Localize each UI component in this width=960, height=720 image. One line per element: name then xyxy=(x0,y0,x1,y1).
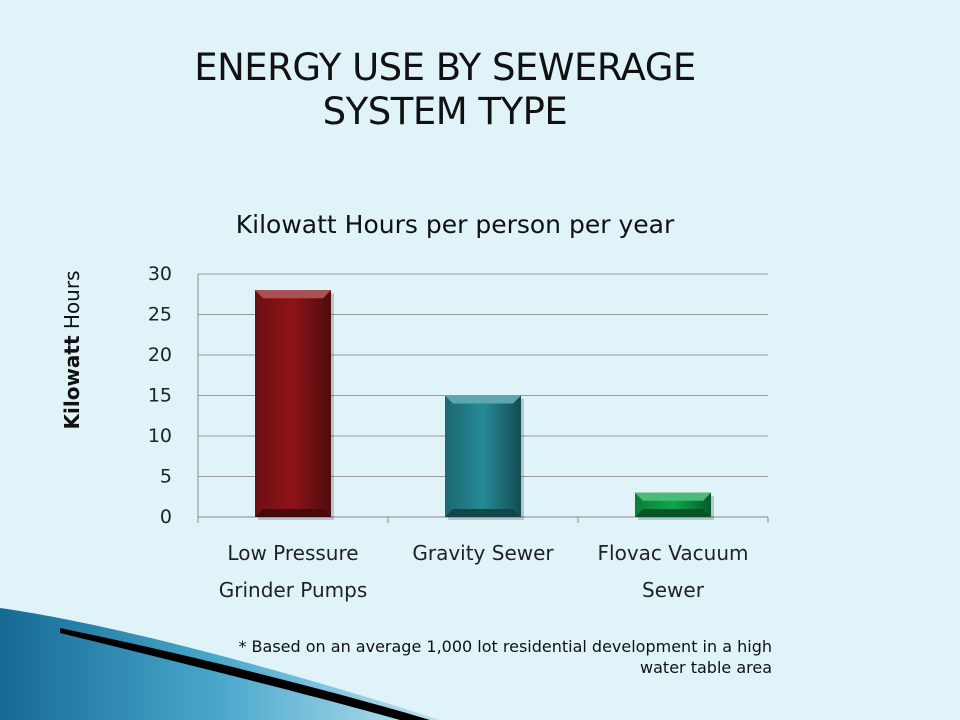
category-label-1-line-0: Gravity Sewer xyxy=(412,541,554,565)
y-tick-label-30: 30 xyxy=(148,263,172,285)
chart-title: Kilowatt Hours per person per year xyxy=(235,210,675,239)
footnote: * Based on an average 1,000 lot resident… xyxy=(160,636,772,678)
footnote-line-1: * Based on an average 1,000 lot resident… xyxy=(238,637,772,656)
footnote-line-2: water table area xyxy=(640,658,772,677)
category-label-2-line-1: Sewer xyxy=(642,578,705,602)
bar-group-0 xyxy=(255,290,334,520)
swoosh-black-stripe xyxy=(60,628,430,720)
y-tick-label-25: 25 xyxy=(148,304,172,326)
y-tick-label-10: 10 xyxy=(148,425,172,447)
corner-swoosh-decoration xyxy=(0,608,440,720)
y-tick-label-5: 5 xyxy=(160,466,172,488)
bar-bevel-bottom xyxy=(445,509,521,517)
slide-title-line-1: ENERGY USE BY SEWERAGE xyxy=(194,46,696,89)
y-tick-label-20: 20 xyxy=(148,344,172,366)
bar-group-1 xyxy=(445,395,524,520)
y-tick-labels: 0 5 10 15 20 25 30 xyxy=(148,263,172,528)
bar-bevel-bottom xyxy=(255,509,331,517)
slide-title: ENERGY USE BY SEWERAGE SYSTEM TYPE xyxy=(120,46,770,134)
category-label-0-line-0: Low Pressure xyxy=(227,541,358,565)
bar-0 xyxy=(255,290,331,517)
y-tick-label-0: 0 xyxy=(160,506,172,528)
bar-bevel-top xyxy=(635,492,711,501)
chart-bars xyxy=(255,290,714,520)
category-label-0-line-1: Grinder Pumps xyxy=(219,578,368,602)
slide-title-line-2: SYSTEM TYPE xyxy=(322,90,568,133)
bar-bevel-top xyxy=(255,290,331,299)
bar-1 xyxy=(445,395,521,517)
category-label-2-line-0: Flovac Vacuum xyxy=(598,541,749,565)
bar-group-2 xyxy=(635,492,714,520)
y-tick-label-15: 15 xyxy=(148,385,172,407)
category-labels: Low Pressure Grinder Pumps Gravity Sewer Fl… xyxy=(219,541,749,602)
bar-bevel-top xyxy=(445,395,521,404)
bar-bevel-bottom xyxy=(635,509,711,517)
